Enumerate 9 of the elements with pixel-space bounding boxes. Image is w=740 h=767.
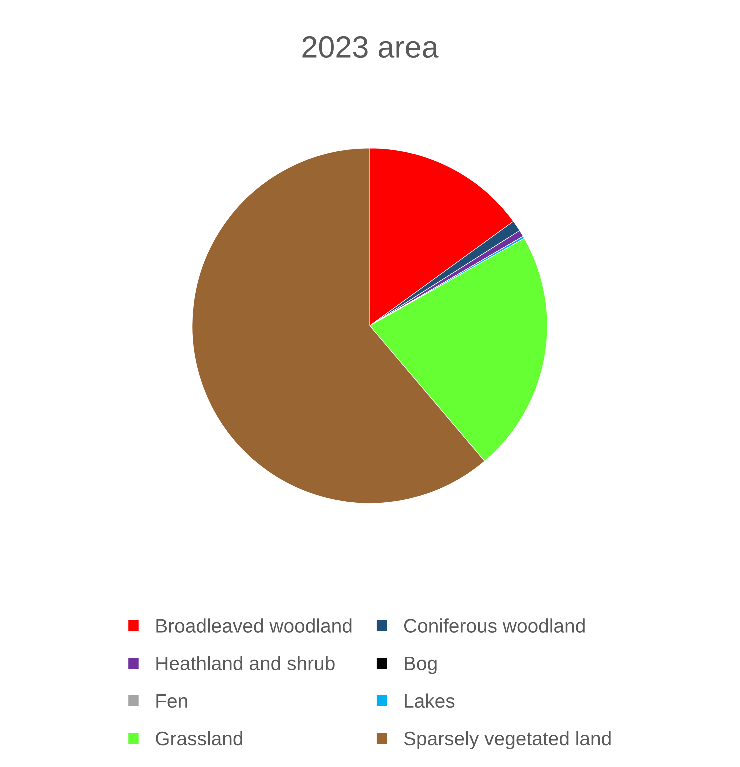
legend-label: Fen [156, 694, 188, 708]
legend-label: Grassland [156, 731, 242, 746]
legend-label: Heathland and shrub [156, 656, 335, 671]
legend-label: Broadleaved woodland [156, 618, 352, 633]
legend-label: Lakes [405, 694, 455, 708]
legend-label: Sparsely vegetated land [404, 731, 611, 750]
chart-title: 2023 area [302, 36, 439, 58]
legend-label: Bog [405, 656, 437, 674]
legend-label: Coniferous woodland [404, 618, 585, 633]
